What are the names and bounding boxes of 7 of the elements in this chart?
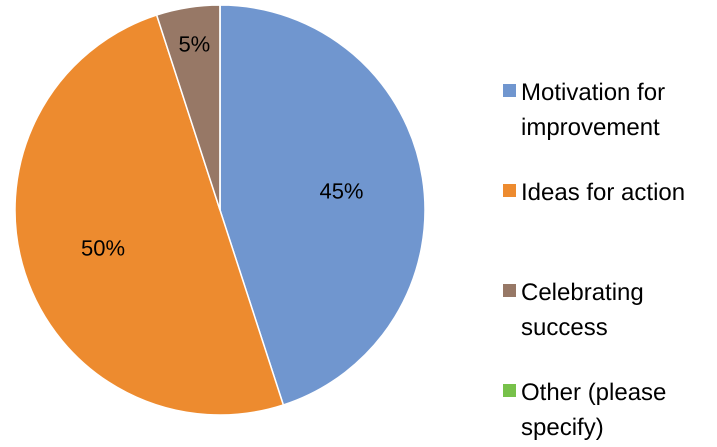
data-label: 45% <box>319 178 364 204</box>
legend-label: Other (please specify) <box>521 379 666 441</box>
legend-label: Celebrating success <box>521 279 644 341</box>
legend-label: Ideas for action <box>521 179 686 206</box>
data-label: 50% <box>80 236 126 261</box>
data-label: 5% <box>178 32 210 57</box>
legend-label: Motivation for improvement <box>521 79 666 141</box>
